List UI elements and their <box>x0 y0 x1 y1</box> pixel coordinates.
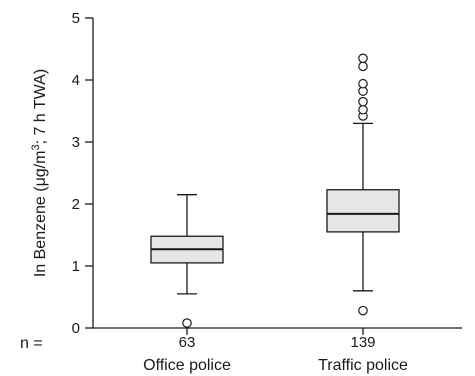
y-tick-label: 4 <box>72 72 80 89</box>
outlier-point <box>358 305 368 316</box>
category-label: Traffic police <box>318 357 408 374</box>
y-axis-label: In Benzene (μg/m3; 7 h TWA) <box>30 69 49 277</box>
outlier-point <box>358 78 368 89</box>
category-label: Office police <box>143 357 231 374</box>
y-tick-label: 5 <box>72 10 80 27</box>
box-group <box>326 53 400 316</box>
n-value: 139 <box>350 334 375 351</box>
y-axis-label-text: In Benzene (μg/m3; 7 h TWA) <box>30 69 49 277</box>
outlier-point <box>182 318 192 328</box>
n-value: 63 <box>179 334 196 351</box>
outlier-point <box>358 61 368 72</box>
outlier-point <box>358 96 368 107</box>
n-label: n = <box>20 335 43 352</box>
y-tick-label: 3 <box>72 134 80 151</box>
boxes <box>150 53 400 328</box>
iqr-box <box>326 189 400 233</box>
outlier-point <box>358 53 368 64</box>
outlier-point <box>358 104 368 115</box>
y-tick-label: 0 <box>72 320 80 337</box>
axes: 0 1 2 3 4 5 <box>72 10 462 337</box>
box-group <box>150 194 224 328</box>
y-tick-label: 2 <box>72 196 80 213</box>
category-labels: n = 63 Office police 139 Traffic police <box>20 334 408 374</box>
y-tick-label: 1 <box>72 258 80 275</box>
